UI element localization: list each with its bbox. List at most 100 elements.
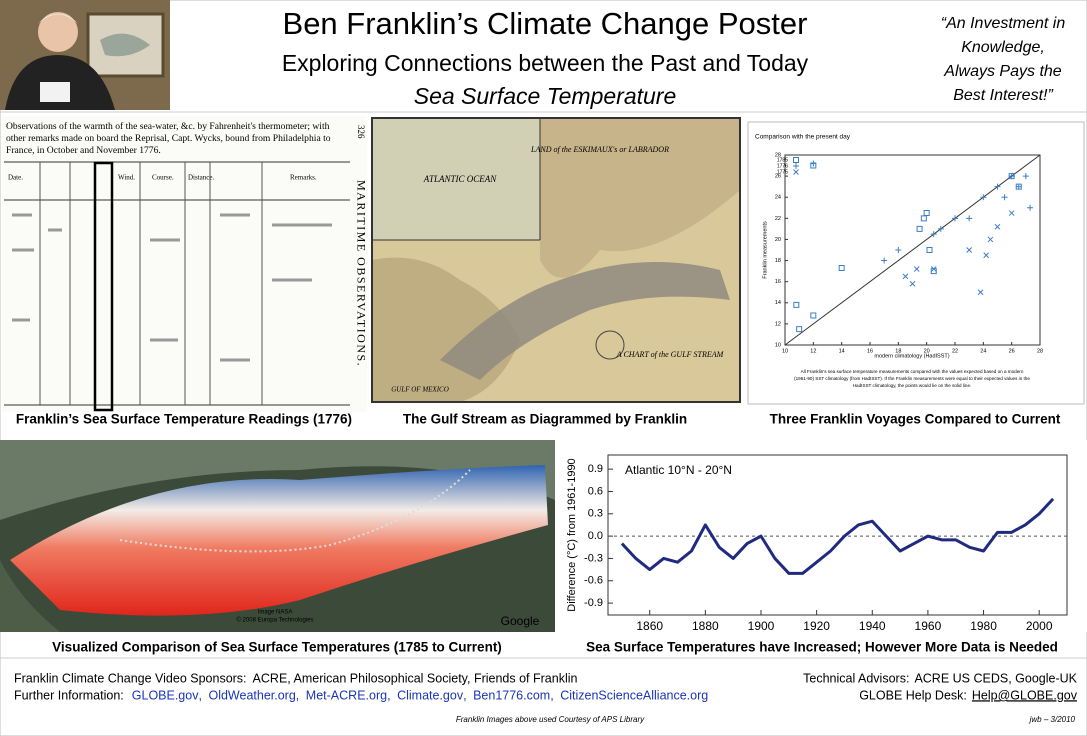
x-tick-label: 10 (782, 348, 788, 354)
x-tick-label: 1880 (692, 619, 719, 633)
sponsors: ACRE, American Philosophical Society, Fr… (253, 671, 578, 685)
scatter-point (895, 247, 902, 253)
x-tick-label: 26 (1009, 348, 1015, 354)
scatter-panel (747, 121, 1085, 405)
scatter-point (1015, 183, 1022, 190)
legend-label: 1785 (777, 157, 788, 163)
footer-label: GLOBE Help Desk: (859, 688, 967, 702)
signature: jwb – 3/2010 (1029, 715, 1076, 724)
scatter-point (994, 183, 1001, 190)
x-tick-label: 16 (867, 348, 873, 354)
subtitle: Exploring Connections between the Past a… (282, 50, 809, 76)
y-axis-label: Difference (°C) from 1961-1990 (566, 458, 578, 611)
credit: © 2008 Europa Technologies (236, 617, 313, 624)
credit: Image NASA (258, 610, 293, 616)
x-tick-label: 22 (952, 348, 958, 354)
scatter-point (980, 194, 987, 201)
quote-line: Knowledge, (961, 39, 1045, 56)
map-label: LAND of the ESKIMAUX's or LABRADOR (530, 145, 669, 154)
footer-label: Further Information: (14, 688, 124, 702)
scatter-point (902, 273, 909, 280)
globe-image (0, 440, 555, 632)
x-axis-label: modern climatology (HadISST) (874, 353, 949, 359)
credit: Google (501, 614, 540, 628)
y-tick-label: -0.9 (584, 597, 603, 609)
separator: , (463, 688, 466, 702)
topic: Sea Surface Temperature (414, 83, 677, 109)
footer-label: Franklin Climate Change Video Sponsors: (14, 671, 247, 685)
scatter-point (796, 326, 803, 333)
caption: Three Franklin Voyages Compared to Curre… (770, 412, 1061, 427)
title: Ben Franklin’s Climate Change Poster (283, 6, 808, 41)
scatter-point (810, 160, 817, 167)
column-header: Remarks. (290, 174, 317, 182)
link[interactable]: OldWeather.org (208, 688, 295, 702)
y-tick-label: 26 (775, 174, 781, 180)
y-tick-label: 18 (775, 258, 781, 264)
caption: Visualized Comparison of Sea Surface Tem… (52, 640, 502, 655)
scatter-point (1008, 173, 1015, 180)
scatter-point (1008, 210, 1015, 216)
x-tick-label: 20 (924, 348, 930, 354)
quote-line: “An Investment in (941, 15, 1066, 32)
scatter-point (838, 264, 845, 271)
link[interactable]: CitizenScienceAlliance.org (560, 688, 708, 702)
column-header: Wind. (118, 174, 135, 182)
link[interactable]: Climate.gov (397, 688, 464, 702)
scatter-point (881, 257, 888, 264)
table-heading: other remarks made on board the Reprisal… (6, 133, 331, 144)
link[interactable]: Ben1776.com (473, 688, 550, 702)
caption: Franklin’s Sea Surface Temperature Readi… (16, 412, 352, 427)
scatter-title: Comparison with the present day (755, 134, 851, 141)
link[interactable]: GLOBE.gov (132, 688, 199, 702)
y-tick-label: 0.0 (588, 530, 603, 542)
y-tick-label: 10 (775, 342, 781, 348)
link[interactable]: Met-ACRE.org (306, 688, 387, 702)
scatter-note: HadISST climatology, the points would li… (853, 383, 972, 388)
separator: , (198, 688, 201, 702)
scatter-point (987, 236, 994, 243)
image-credit: Franklin Images above used Courtesy of A… (456, 715, 645, 724)
scatter-point (793, 301, 800, 308)
column-header: Course. (152, 174, 174, 182)
scatter-point (909, 280, 916, 287)
scatter-point (916, 225, 923, 232)
scatter-point (1001, 194, 1008, 201)
x-tick-label: 18 (895, 348, 901, 354)
y-tick-label: 16 (775, 279, 781, 285)
table-image (2, 116, 367, 412)
page-number: 326 (356, 125, 366, 139)
y-axis-label: Franklin measurements (762, 221, 768, 279)
scatter-point (937, 225, 944, 232)
x-tick-label: 1940 (859, 619, 886, 633)
y-tick-label: 24 (775, 195, 781, 201)
advisors: ACRE US CEDS, Google-UK (914, 671, 1077, 685)
scatter-note: All Franklin's sea surface temperature m… (801, 369, 1024, 374)
scatter-point (1008, 173, 1015, 180)
photo (0, 0, 170, 110)
legend-label: 1775 (777, 169, 788, 175)
scatter-point (793, 157, 799, 163)
x-tick-label: 1900 (748, 619, 775, 633)
scatter-point (923, 210, 930, 217)
scatter-point (930, 266, 937, 272)
x-tick-label: 12 (810, 348, 816, 354)
caption: Sea Surface Temperatures have Increased;… (586, 640, 1058, 655)
quote-line: Always Pays the (943, 63, 1061, 80)
line-series (620, 497, 1055, 575)
map-label: ATLANTIC OCEAN (423, 174, 497, 184)
helpdesk-link[interactable]: Help@GLOBE.gov (972, 688, 1078, 702)
map-image (371, 117, 741, 403)
caption: The Gulf Stream as Diagrammed by Frankli… (403, 412, 687, 427)
quote-line: Best Interest!” (953, 87, 1053, 104)
y-tick-label: 28 (775, 152, 781, 158)
x-tick-label: 28 (1037, 348, 1043, 354)
scatter-point (793, 169, 799, 175)
scatter-point (793, 163, 799, 169)
y-tick-label: 0.9 (588, 463, 603, 475)
column-header: Distance. (188, 174, 214, 182)
separator: , (387, 688, 390, 702)
table-heading: France, in October and November 1776. (6, 145, 161, 156)
legend-label: 1776 (777, 163, 788, 169)
